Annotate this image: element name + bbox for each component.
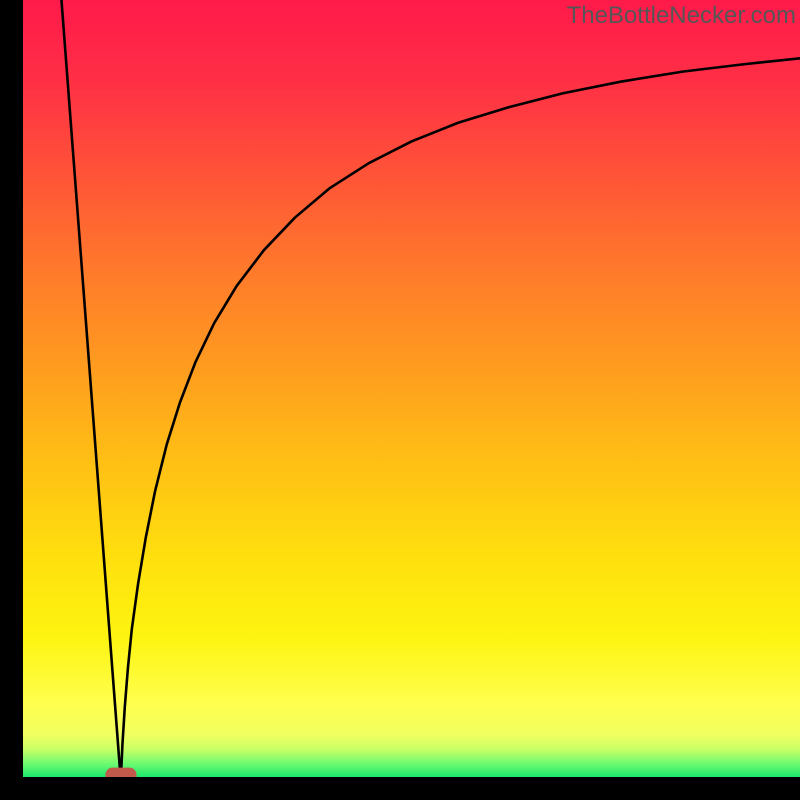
curve-layer	[23, 0, 800, 777]
watermark-text: TheBottleNecker.com	[567, 2, 796, 30]
plot-area: TheBottleNecker.com	[23, 0, 800, 777]
curve-left-branch	[61, 0, 120, 777]
dip-marker	[105, 768, 136, 777]
curve-right-branch	[121, 58, 800, 777]
